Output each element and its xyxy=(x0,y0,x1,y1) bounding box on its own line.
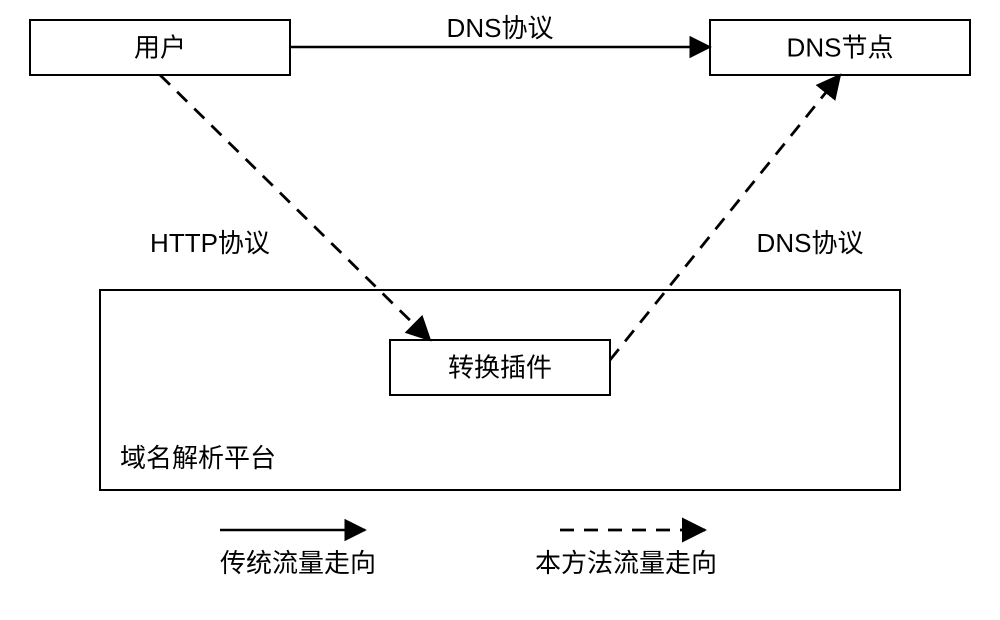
platform-label: 域名解析平台 xyxy=(120,443,276,473)
plugin-label: 转换插件 xyxy=(448,352,552,382)
dns-label: DNS节点 xyxy=(787,32,894,62)
legend-solid-label: 传统流量走向 xyxy=(220,548,376,578)
user-label: 用户 xyxy=(134,32,186,62)
legend-dashed-label: 本方法流量走向 xyxy=(535,548,717,578)
edge-plugin-to-dns-label: DNS协议 xyxy=(757,228,864,258)
flow-diagram: 域名解析平台 用户 DNS节点 转换插件 DNS协议 HTTP协议 DNS协议 … xyxy=(0,0,1000,620)
edge-user-to-plugin-label: HTTP协议 xyxy=(150,228,270,258)
edge-user-to-dns-label: DNS协议 xyxy=(447,13,554,43)
